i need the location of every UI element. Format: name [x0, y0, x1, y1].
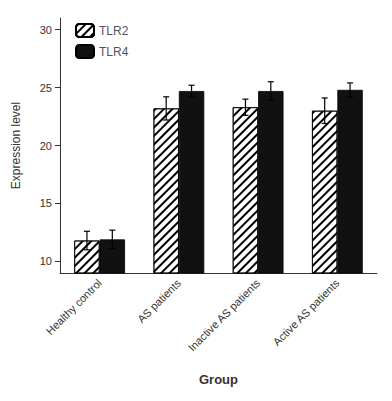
svg-text:TLR4: TLR4: [99, 45, 129, 59]
svg-text:Expression level: Expression level: [9, 102, 23, 189]
svg-text:20: 20: [40, 140, 52, 152]
svg-text:25: 25: [40, 82, 52, 94]
svg-text:Inactive AS patients: Inactive AS patients: [186, 276, 263, 353]
svg-text:15: 15: [40, 197, 52, 209]
svg-text:Active AS patients: Active AS patients: [271, 276, 342, 347]
svg-text:30: 30: [40, 24, 52, 36]
svg-text:10: 10: [40, 255, 52, 267]
svg-text:Group: Group: [199, 372, 238, 387]
svg-text:AS patients: AS patients: [135, 276, 184, 325]
svg-text:Healthy control: Healthy control: [44, 277, 104, 337]
svg-text:TLR2: TLR2: [99, 24, 129, 38]
